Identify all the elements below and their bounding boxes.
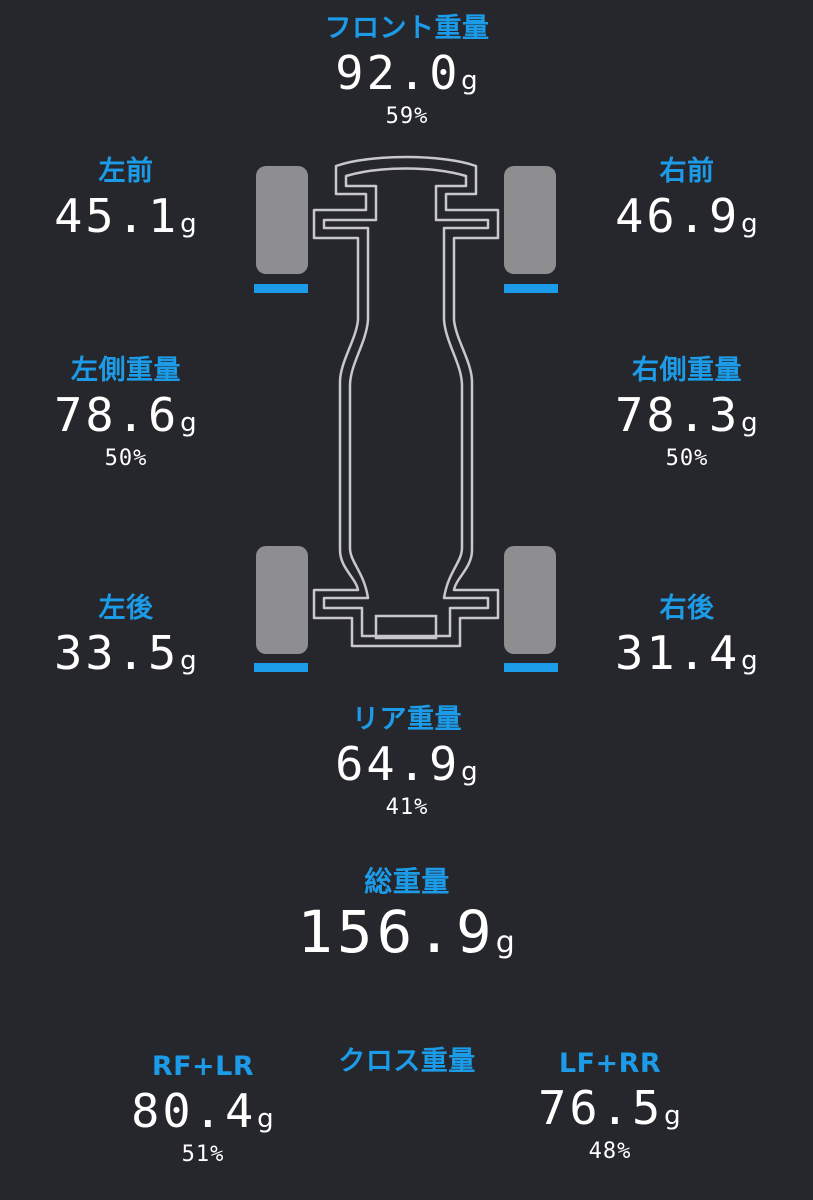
rear-weight-unit: g [461, 757, 478, 787]
rf-lr-label: RF+LR [151, 1051, 255, 1082]
rf-lr-unit: g [257, 1104, 274, 1134]
right-front-tire [504, 166, 556, 274]
right-side-label: 右側重量 [631, 355, 742, 386]
rear-weight-percent: 41% [385, 795, 429, 820]
total-weight-unit: g [495, 925, 515, 960]
right-side-panel: 右側重量 78.3g 50% [615, 354, 758, 471]
right-front-label: 右前 [659, 156, 715, 187]
chassis-outline [312, 155, 500, 648]
right-front-number: 46.9 [615, 189, 741, 243]
rf-lr-percent: 51% [181, 1142, 225, 1167]
cross-weight-panel: クロス重量 [338, 1045, 476, 1079]
rear-weight-panel: リア重量 64.9g 41% [335, 703, 478, 820]
right-rear-number: 31.4 [615, 626, 741, 680]
rear-center-block [374, 614, 438, 640]
left-side-unit: g [180, 408, 197, 438]
left-front-number: 45.1 [54, 189, 180, 243]
left-front-value: 45.1g [54, 189, 197, 243]
cross-weight-label: クロス重量 [338, 1046, 476, 1077]
left-front-tire [256, 166, 308, 274]
total-weight-panel: 総重量 156.9g [297, 865, 515, 966]
rear-weight-label: リア重量 [351, 704, 462, 735]
right-side-percent: 50% [665, 446, 709, 471]
left-side-number: 78.6 [54, 388, 180, 442]
rear-weight-number: 64.9 [335, 737, 461, 791]
rf-lr-panel: RF+LR 80.4g 51% [131, 1050, 274, 1167]
left-rear-unit: g [180, 646, 197, 676]
right-rear-panel: 右後 31.4g [615, 592, 758, 680]
left-side-label: 左側重量 [70, 355, 181, 386]
left-front-panel: 左前 45.1g [54, 155, 197, 243]
right-side-value: 78.3g [615, 388, 758, 442]
right-rear-label: 右後 [659, 593, 715, 624]
lf-rr-panel: LF+RR 76.5g 48% [538, 1047, 681, 1164]
lf-rr-number: 76.5 [538, 1081, 664, 1135]
lf-rr-unit: g [664, 1101, 681, 1131]
front-weight-label: フロント重量 [324, 13, 490, 44]
right-rear-unit: g [741, 646, 758, 676]
lf-rr-percent: 48% [588, 1139, 632, 1164]
right-side-number: 78.3 [615, 388, 741, 442]
front-weight-number: 92.0 [335, 46, 461, 100]
right-side-unit: g [741, 408, 758, 438]
car-chassis-diagram [254, 155, 558, 672]
left-front-indicator [254, 284, 308, 293]
right-rear-indicator [504, 663, 558, 672]
rear-weight-value: 64.9g [335, 737, 478, 791]
right-front-value: 46.9g [615, 189, 758, 243]
left-rear-panel: 左後 33.5g [54, 592, 197, 680]
left-rear-indicator [254, 663, 308, 672]
total-weight-label: 総重量 [364, 865, 450, 898]
rf-lr-value: 80.4g [131, 1084, 274, 1138]
left-side-percent: 50% [104, 446, 148, 471]
lf-rr-label: LF+RR [558, 1048, 662, 1079]
left-rear-tire [256, 546, 308, 654]
total-weight-number: 156.9 [297, 898, 496, 966]
lf-rr-value: 76.5g [538, 1081, 681, 1135]
left-front-label: 左前 [98, 156, 154, 187]
front-weight-unit: g [461, 66, 478, 96]
total-weight-value: 156.9g [297, 898, 515, 966]
left-front-unit: g [180, 209, 197, 239]
right-front-panel: 右前 46.9g [615, 155, 758, 243]
front-weight-value: 92.0g [325, 50, 490, 96]
left-rear-label: 左後 [98, 593, 154, 624]
rf-lr-number: 80.4 [131, 1084, 257, 1138]
right-rear-value: 31.4g [615, 626, 758, 680]
right-front-unit: g [741, 209, 758, 239]
left-side-value: 78.6g [54, 388, 197, 442]
left-rear-number: 33.5 [54, 626, 180, 680]
chassis-inner-outline [322, 167, 490, 638]
front-weight-percent: 59% [385, 104, 429, 129]
left-side-panel: 左側重量 78.6g 50% [54, 354, 197, 471]
right-rear-tire [504, 546, 556, 654]
right-front-indicator [504, 284, 558, 293]
front-weight-panel: フロント重量 92.0g 59% [325, 12, 490, 129]
left-rear-value: 33.5g [54, 626, 197, 680]
